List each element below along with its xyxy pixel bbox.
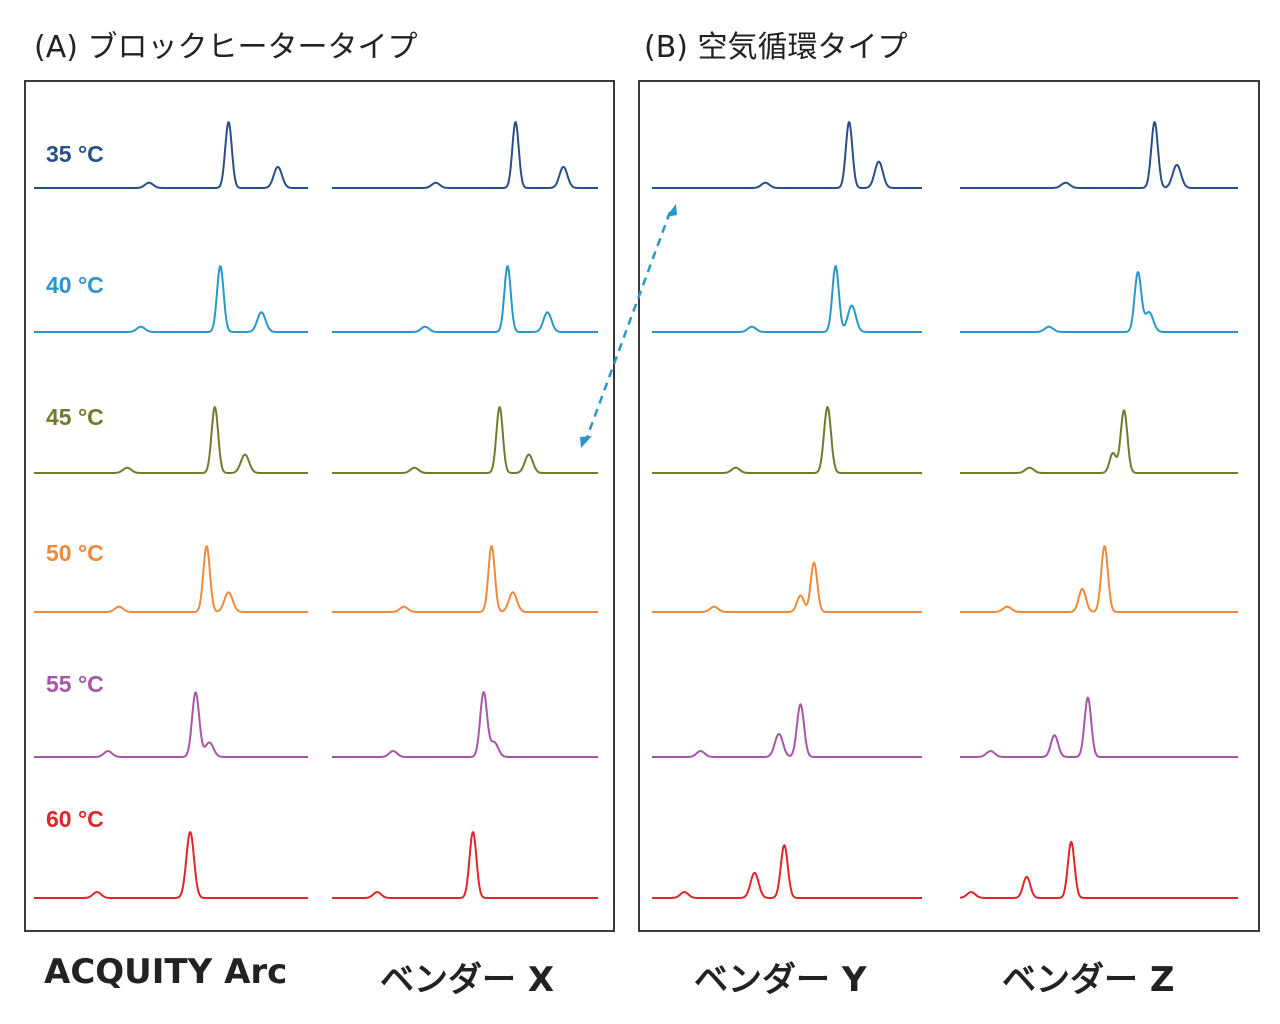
trace-acquity-arc-35 bbox=[33, 121, 309, 189]
trace-ベンダー-z-60 bbox=[959, 840, 1239, 899]
trace-ベンダー-y-35 bbox=[651, 121, 923, 189]
panel-a-title: (A) ブロックヒータータイプ bbox=[34, 30, 418, 65]
panel-b-frame bbox=[638, 80, 1260, 932]
trace-ベンダー-z-35 bbox=[959, 121, 1239, 189]
trace-ベンダー-x-55 bbox=[331, 691, 599, 758]
temp-label-40: 40 °C bbox=[46, 272, 104, 298]
trace-ベンダー-y-55 bbox=[651, 703, 923, 758]
arrow-head-up bbox=[666, 204, 677, 217]
column-label-vendor-x: ベンダー X bbox=[380, 960, 555, 1000]
arrow-head-down bbox=[580, 436, 592, 448]
annotation-layer bbox=[580, 204, 677, 448]
trace-acquity-arc-45 bbox=[33, 406, 309, 474]
trace-ベンダー-y-45 bbox=[651, 406, 923, 474]
trace-ベンダー-x-45 bbox=[331, 406, 599, 474]
panel-b-title: (B) 空気循環タイプ bbox=[644, 30, 908, 65]
trace-layer bbox=[33, 121, 1239, 899]
trace-acquity-arc-40 bbox=[33, 265, 309, 333]
temp-label-45: 45 °C bbox=[46, 404, 104, 430]
trace-ベンダー-z-50 bbox=[959, 545, 1239, 613]
trace-acquity-arc-50 bbox=[33, 545, 309, 613]
trace-acquity-arc-55 bbox=[33, 691, 309, 758]
trace-ベンダー-y-40 bbox=[651, 265, 923, 333]
trace-ベンダー-y-60 bbox=[651, 844, 923, 899]
trace-ベンダー-x-35 bbox=[331, 121, 599, 189]
trace-ベンダー-x-50 bbox=[331, 545, 599, 613]
dashed-arrow-line bbox=[584, 211, 672, 441]
trace-ベンダー-z-55 bbox=[959, 696, 1239, 758]
temp-label-55: 55 °C bbox=[46, 671, 104, 697]
temp-label-60: 60 °C bbox=[46, 806, 104, 832]
column-label-vendor-y: ベンダー Y bbox=[694, 960, 867, 1000]
trace-ベンダー-z-40 bbox=[959, 271, 1239, 333]
column-label-acquity-arc: ACQUITY Arc bbox=[44, 952, 288, 992]
trace-ベンダー-y-50 bbox=[651, 561, 923, 613]
trace-ベンダー-x-40 bbox=[331, 265, 599, 333]
temp-label-50: 50 °C bbox=[46, 540, 104, 566]
panel-a-frame bbox=[24, 80, 615, 932]
temp-label-35: 35 °C bbox=[46, 141, 104, 167]
trace-acquity-arc-60 bbox=[33, 831, 309, 899]
trace-ベンダー-z-45 bbox=[959, 409, 1239, 474]
column-label-vendor-z: ベンダー Z bbox=[1002, 960, 1175, 1000]
trace-ベンダー-x-60 bbox=[331, 831, 599, 899]
